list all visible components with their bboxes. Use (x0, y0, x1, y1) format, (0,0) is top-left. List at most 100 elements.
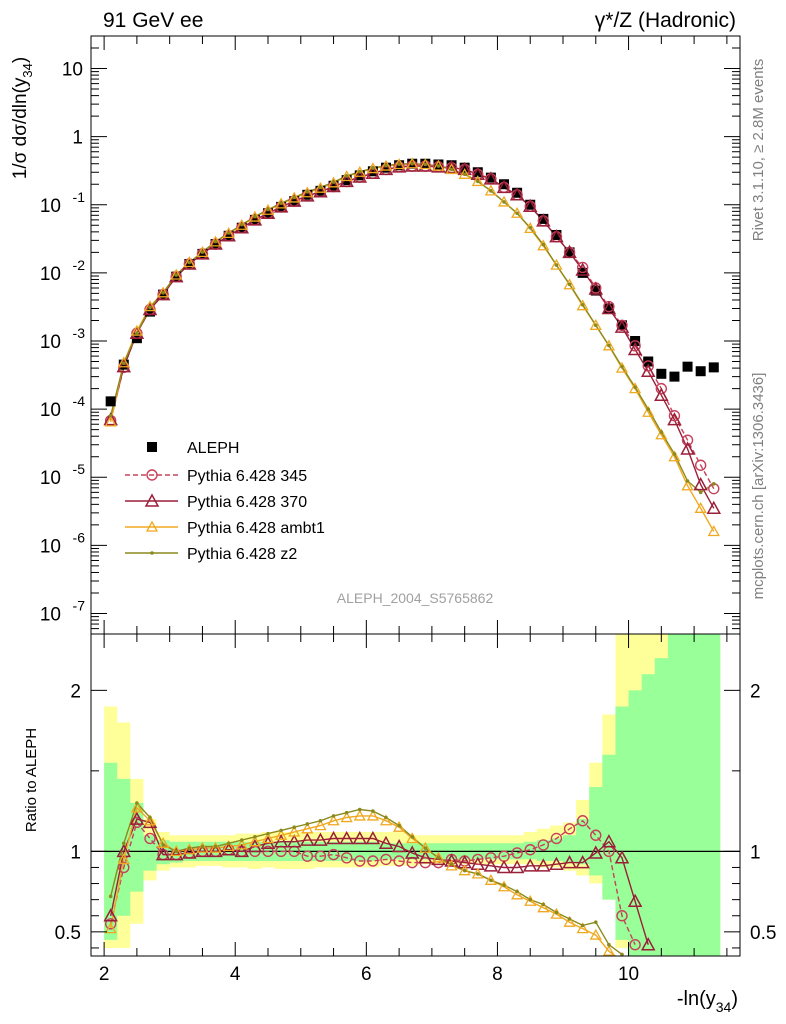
z2-point (567, 282, 572, 287)
p370-point (693, 477, 708, 491)
z2-point (607, 343, 611, 348)
p345-ratio-point (393, 855, 405, 867)
ambt1-point (157, 286, 170, 298)
y-tick-exponent: -7 (73, 597, 86, 613)
legend-item-p345: Pythia 6.428 345 (125, 468, 307, 485)
z2-point (279, 201, 283, 206)
z2-ratio-point (121, 841, 126, 846)
p370-point (142, 301, 158, 316)
p370-ratio-point (575, 855, 590, 869)
aleph-point (459, 162, 470, 173)
z2-point (685, 479, 690, 483)
p370-point (378, 161, 394, 176)
ambt1-point (314, 181, 327, 193)
p345-ratio-point (104, 918, 117, 930)
ambt1-ratio-point (576, 922, 589, 934)
ambt1-point (432, 159, 445, 171)
y-tick-label: 10 (40, 536, 61, 557)
p370-point (627, 341, 643, 356)
aleph-point (551, 229, 562, 240)
ambt1-ratio-point (511, 888, 524, 900)
p345-point (655, 382, 668, 395)
main-panel-frame (90, 35, 741, 635)
p345-ratio-point (576, 815, 589, 827)
z2-ratio-point (554, 910, 559, 915)
ratio-y-tick-label: 2 (70, 681, 81, 702)
ambt1-ratio-point (484, 873, 497, 885)
ambt1-point (261, 203, 275, 215)
z2-point (528, 225, 533, 230)
y-tick-label: 10 (62, 60, 83, 81)
p370-point (470, 166, 486, 181)
p370-ratio-point (509, 859, 525, 874)
p370-ratio-point (313, 832, 328, 846)
p370-point (326, 178, 341, 193)
z2-point (135, 331, 139, 336)
z2-point (148, 305, 152, 310)
ambt1-ratio-point (104, 922, 117, 934)
ambt1-ratio-point (563, 915, 576, 927)
ambt1-ratio-point (366, 809, 379, 821)
ambt1-point (117, 356, 130, 368)
y-tick-exponent: -4 (73, 393, 86, 409)
aleph-point (708, 362, 719, 373)
ambt1-point (222, 227, 235, 239)
aleph-point (263, 208, 273, 219)
aleph-point (315, 185, 326, 196)
y-tick-label: 10 (40, 604, 61, 625)
p345-ratio-point (340, 852, 353, 864)
ambt1-point (537, 239, 550, 251)
ambt1-point (511, 206, 524, 218)
p370-ratio-point (496, 859, 512, 874)
ambt1-ratio-series (104, 801, 623, 956)
ambt1-point (183, 256, 196, 268)
aleph-point (617, 320, 627, 331)
ambt1-ratio-point (196, 841, 209, 853)
ratio-y-tick-label: 0.5 (750, 923, 776, 944)
p370-ratio-point (627, 893, 643, 908)
z2-point (213, 239, 218, 244)
p345-ratio-point (537, 839, 550, 851)
ambt1-ratio-point (497, 880, 511, 892)
p370-ratio-point (208, 843, 223, 858)
aleph-point (367, 166, 378, 177)
z2-point (633, 385, 637, 389)
p370-ratio-point (365, 830, 381, 845)
aleph-point (223, 230, 234, 241)
z2-ratio-point (580, 923, 585, 928)
ambt1-point (707, 525, 720, 537)
z2-ratio-point (239, 838, 244, 842)
p370-point (391, 159, 407, 173)
legend-marker (150, 551, 154, 555)
aleph-point (210, 239, 221, 250)
p370-ratio-point (352, 830, 368, 845)
ambt1-ratio-point (301, 822, 314, 834)
y-axis-title: 1/σ dσ/dln(y34) (10, 57, 35, 179)
p370-point (667, 412, 682, 426)
aleph-point (485, 172, 496, 183)
legend-label: Pythia 6.428 z2 (187, 546, 297, 563)
aleph-point (249, 214, 260, 225)
z2-point (239, 222, 244, 227)
ratio-y-axis-title: Ratio to ALEPH (23, 728, 40, 832)
z2-ratio-point (331, 814, 336, 818)
z2-ratio-point (226, 841, 231, 846)
ambt1-ratio-point (275, 828, 288, 840)
p370-point (260, 205, 276, 220)
ambt1-point (602, 339, 615, 351)
z2-point (318, 185, 323, 190)
p370-ratio-point (483, 858, 499, 872)
p370-ratio-point (195, 843, 210, 858)
aleph-point (525, 199, 536, 210)
ambt1-point (248, 210, 261, 222)
p370-ratio-point (103, 908, 118, 922)
ambt1-ratio-point (170, 845, 183, 856)
x-tick-label: 2 (99, 964, 110, 985)
p370-ratio-point (129, 811, 145, 825)
main-panel: 10 -7 10 -6 10 -5 10 -4 10 -3 10 -2 10 -1 1 10 1/σ dσ/d… (10, 35, 741, 635)
legend-marker (144, 493, 160, 507)
ambt1-ratio-point (353, 809, 366, 821)
y-tick-label: 10 (40, 196, 61, 217)
ambt1-point (340, 170, 353, 182)
p345-point (668, 410, 681, 422)
